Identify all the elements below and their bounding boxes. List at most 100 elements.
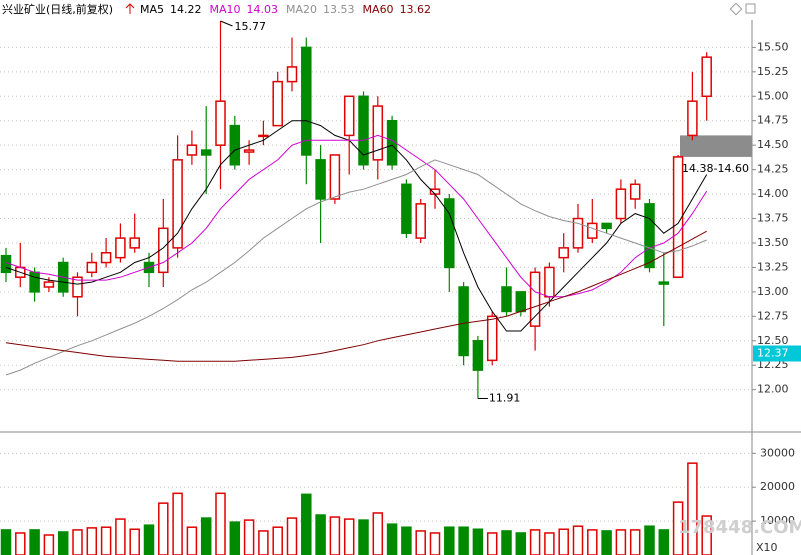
volume-bar: [372, 512, 384, 555]
volume-bar: [458, 526, 469, 555]
ma-line: [5, 159, 707, 376]
legend-name: MA10: [210, 3, 241, 16]
volume-unit: X10: [756, 541, 778, 554]
candle-body: [429, 188, 441, 195]
volume-bar: [215, 492, 226, 555]
volume-bar: [644, 525, 655, 555]
volume-bar: [143, 524, 155, 555]
candle-body: [72, 276, 83, 298]
candle-body: [115, 237, 126, 259]
candle-body: [229, 124, 241, 166]
range-box: [680, 135, 752, 157]
candle-body: [100, 252, 112, 264]
candle-body: [458, 286, 469, 357]
volume-bar: [172, 492, 183, 555]
low-label: 11.91: [489, 391, 521, 404]
y-tick-label: 12.75: [757, 309, 789, 322]
candle-body: [158, 227, 169, 274]
volume-bar: [501, 530, 512, 555]
volume-bar: [343, 518, 355, 555]
legend-value: 14.22: [170, 3, 202, 16]
volume-bar: [286, 517, 298, 555]
legend-value: 13.62: [400, 3, 432, 16]
candle-body: [572, 217, 584, 249]
volume-bar: [329, 516, 341, 555]
y-tick-label: 14.00: [757, 187, 789, 200]
volume-bar: [444, 526, 455, 555]
volume-bar: [158, 502, 169, 555]
volume-bar: [301, 493, 312, 555]
candle-body: [615, 188, 627, 220]
candle-body: [215, 100, 226, 146]
y-tick-label: 13.50: [757, 236, 789, 249]
volume-bar: [258, 530, 269, 555]
volume-bar: [429, 532, 441, 555]
candle-body: [43, 281, 55, 288]
chart-title: 兴业矿业(日线,前复权): [2, 2, 113, 16]
y-tick-label: 12.50: [757, 334, 789, 347]
candle-body: [701, 56, 712, 98]
volume-bar: [43, 534, 55, 555]
y-tick-label: 10000: [760, 514, 795, 527]
volume-bar: [601, 530, 612, 555]
volume-bar: [687, 462, 698, 555]
volume-bar: [629, 529, 641, 555]
candle-body: [329, 154, 341, 200]
price-marker: [753, 345, 801, 362]
legend-value: 14.03: [247, 3, 279, 16]
y-tick-label: 13.75: [757, 212, 789, 225]
legend-arrow: [125, 3, 135, 14]
volume-bar: [72, 529, 83, 555]
high-label: 15.77: [235, 20, 267, 33]
volume-bar: [86, 527, 98, 555]
y-tick-label: 20000: [760, 480, 795, 493]
watermark: 178448.COM: [678, 517, 801, 538]
candle-body: [658, 281, 670, 285]
candle-body: [472, 340, 484, 371]
y-tick-label: 15.50: [757, 40, 789, 53]
volume-bar: [243, 519, 255, 555]
candle-body: [644, 203, 655, 269]
volume-bar: [615, 529, 627, 555]
candle-body: [544, 266, 555, 298]
ma-line: [5, 230, 707, 362]
volume-bar: [15, 532, 26, 555]
candle-body: [672, 156, 684, 278]
volume-bar: [129, 528, 140, 555]
range-label: 14.38-14.60: [682, 162, 749, 175]
volume-bar: [315, 514, 326, 555]
ma-line: [5, 120, 708, 332]
candle-body: [386, 119, 398, 166]
y-tick-label: 13.25: [757, 260, 789, 273]
volume-bar: [200, 517, 212, 555]
candle-body: [286, 66, 298, 83]
candle-body: [272, 80, 283, 127]
candle-body: [501, 286, 512, 313]
candle-body: [129, 237, 140, 249]
icon: [745, 3, 756, 14]
y-tick-label: 15.00: [757, 89, 789, 102]
candle-body: [343, 95, 355, 137]
y-tick-label: 30000: [760, 446, 795, 459]
volume-bar: [115, 518, 126, 555]
icon: [729, 2, 743, 16]
volume-bar: [386, 523, 398, 555]
candle-body: [358, 95, 369, 166]
y-tick-label: 13.00: [757, 285, 789, 298]
volume-bar: [558, 528, 569, 555]
candle-body: [629, 183, 641, 200]
volume-bar: [272, 526, 283, 555]
candle-body: [486, 315, 498, 362]
candle-body: [29, 271, 40, 293]
y-tick-label: 14.25: [757, 163, 789, 176]
candle-body: [315, 159, 326, 200]
candle-body: [515, 291, 527, 313]
volume-bar: [186, 526, 198, 555]
candle-body: [372, 105, 384, 161]
price-marker-label: 12.37: [757, 346, 789, 359]
volume-bar: [358, 519, 369, 555]
candle-body: [687, 100, 698, 137]
legend-name: MA5: [140, 3, 164, 16]
